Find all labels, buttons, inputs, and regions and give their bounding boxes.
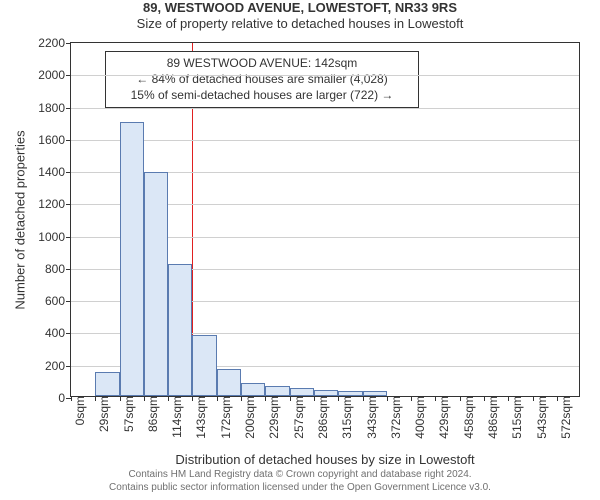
grid-line xyxy=(71,108,579,109)
histogram-bar xyxy=(144,172,168,396)
x-tick-label: 0sqm xyxy=(71,396,87,425)
histogram-bar xyxy=(192,335,216,396)
x-tick-label: 515sqm xyxy=(508,396,524,439)
x-tick-label: 200sqm xyxy=(241,396,257,439)
x-tick-label: 143sqm xyxy=(192,396,208,439)
x-tick-label: 229sqm xyxy=(265,396,281,439)
y-tick-label: 1200 xyxy=(38,197,71,211)
histogram-bar xyxy=(338,391,362,396)
y-tick-label: 1400 xyxy=(38,165,71,179)
x-tick-label: 400sqm xyxy=(411,396,427,439)
x-tick-label: 86sqm xyxy=(144,396,160,432)
footer-line-1: Contains HM Land Registry data © Crown c… xyxy=(0,469,600,482)
grid-line xyxy=(71,75,579,76)
y-tick-label: 0 xyxy=(58,391,71,405)
x-tick-label: 114sqm xyxy=(168,396,184,438)
histogram-bar xyxy=(290,388,314,396)
info-line-1: 89 WESTWOOD AVENUE: 142sqm xyxy=(112,55,412,71)
footer: Contains HM Land Registry data © Crown c… xyxy=(0,469,600,494)
x-tick-label: 486sqm xyxy=(484,396,500,439)
y-tick-label: 600 xyxy=(45,294,71,308)
x-tick-label: 372sqm xyxy=(387,396,403,439)
grid-line xyxy=(71,140,579,141)
y-axis-label: Number of detached properties xyxy=(13,130,28,309)
x-tick-label: 172sqm xyxy=(217,396,233,439)
y-tick-label: 2000 xyxy=(38,68,71,82)
info-box: 89 WESTWOOD AVENUE: 142sqm ← 84% of deta… xyxy=(105,51,419,108)
y-tick-label: 1800 xyxy=(38,101,71,115)
y-tick-label: 400 xyxy=(45,326,71,340)
x-tick-label: 286sqm xyxy=(314,396,330,439)
histogram-bar xyxy=(363,391,387,396)
chart-area: 89 WESTWOOD AVENUE: 142sqm ← 84% of deta… xyxy=(70,42,580,397)
x-tick-label: 458sqm xyxy=(460,396,476,439)
y-tick-label: 1000 xyxy=(38,230,71,244)
histogram-bar xyxy=(168,264,192,396)
footer-line-2: Contains public sector information licen… xyxy=(0,482,600,495)
histogram-bar xyxy=(95,372,119,396)
x-tick-label: 257sqm xyxy=(290,396,306,439)
page-subtitle: Size of property relative to detached ho… xyxy=(0,16,600,32)
y-tick-label: 1600 xyxy=(38,133,71,147)
plot: 89 WESTWOOD AVENUE: 142sqm ← 84% of deta… xyxy=(70,42,580,397)
info-line-3: 15% of semi-detached houses are larger (… xyxy=(112,87,412,103)
histogram-bar xyxy=(217,369,241,396)
x-tick-label: 343sqm xyxy=(363,396,379,439)
info-line-2: ← 84% of detached houses are smaller (4,… xyxy=(112,71,412,87)
histogram-bar xyxy=(120,122,144,396)
x-tick-label: 543sqm xyxy=(533,396,549,439)
y-tick-label: 800 xyxy=(45,262,71,276)
y-tick-label: 200 xyxy=(45,359,71,373)
histogram-bar xyxy=(241,383,265,396)
x-tick-label: 429sqm xyxy=(435,396,451,439)
histogram-bar xyxy=(265,386,289,396)
page-title: 89, WESTWOOD AVENUE, LOWESTOFT, NR33 9RS xyxy=(0,0,600,16)
x-tick-label: 57sqm xyxy=(120,396,136,432)
histogram-bar xyxy=(314,390,338,396)
x-tick-label: 572sqm xyxy=(557,396,573,439)
x-tick-label: 315sqm xyxy=(338,396,354,439)
x-tick-label: 29sqm xyxy=(95,396,111,432)
y-tick-label: 2200 xyxy=(38,36,71,50)
x-axis-label: Distribution of detached houses by size … xyxy=(175,452,474,467)
